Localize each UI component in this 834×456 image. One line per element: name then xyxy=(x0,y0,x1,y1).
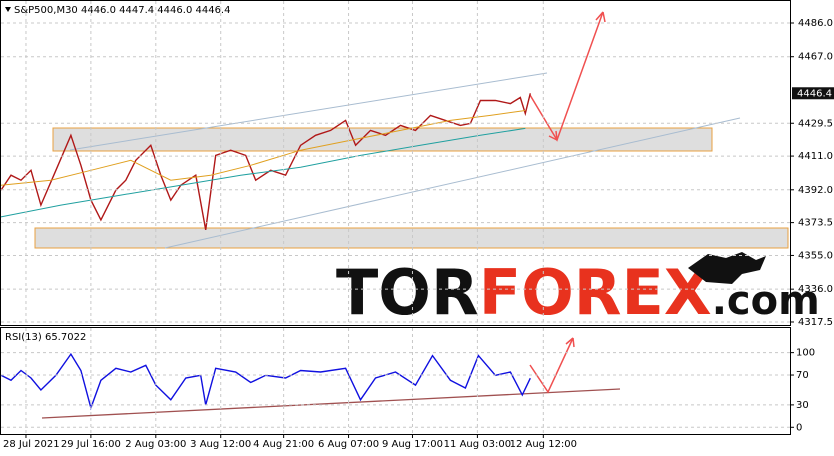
series-line xyxy=(0,352,531,411)
y-tick-label: 4486.0 xyxy=(798,18,833,29)
zone xyxy=(34,227,789,249)
y-tick-label: 30 xyxy=(796,400,809,411)
rsi-frame xyxy=(0,327,791,435)
rsi-title: RSI(13) 65.7022 xyxy=(5,332,86,343)
series-line xyxy=(0,93,531,231)
x-tick-label: 4 Aug 21:00 xyxy=(253,439,314,450)
forecast-arrow xyxy=(529,337,574,394)
y-tick-label: 70 xyxy=(796,370,809,381)
x-tick-label: 6 Aug 07:00 xyxy=(318,439,379,450)
y-tick-label: 4429.5 xyxy=(798,118,833,129)
trend-line xyxy=(41,388,621,419)
channel-line xyxy=(164,117,741,249)
y-tick-label: 4373.5 xyxy=(798,218,833,229)
chart-title: S&P500,M30 4446.0 4447.4 4446.0 4446.4 xyxy=(14,5,230,16)
menu-icon xyxy=(5,7,11,12)
y-tick-label: 4411.0 xyxy=(798,151,833,162)
x-tick-label: 28 Jul 2021 xyxy=(3,439,60,450)
x-tick-label: 9 Aug 17:00 xyxy=(382,439,443,450)
x-tick-label: 12 Aug 12:00 xyxy=(510,439,577,450)
y-tick-label: 4467.0 xyxy=(798,52,833,63)
x-tick-label: 2 Aug 03:00 xyxy=(125,439,186,450)
y-tick-label: 4317.5 xyxy=(798,317,833,328)
y-tick-label: 0 xyxy=(796,422,802,433)
watermark: TORFOREX.com xyxy=(336,256,820,329)
plot-frame xyxy=(0,0,791,326)
x-tick-label: 29 Jul 16:00 xyxy=(61,439,121,450)
x-tick-label: 3 Aug 12:00 xyxy=(190,439,251,450)
price-label-bg xyxy=(792,87,834,100)
zone xyxy=(52,127,713,152)
bull-icon xyxy=(688,252,766,284)
arrow-head xyxy=(565,337,575,348)
x-tick-label: 11 Aug 03:00 xyxy=(444,439,511,450)
y-tick-label: 4336.0 xyxy=(798,284,833,295)
y-tick-label: 4355.0 xyxy=(798,250,833,261)
y-tick-label: 100 xyxy=(796,348,815,359)
y-tick-label: 4392.0 xyxy=(798,185,833,196)
arrow-head xyxy=(548,11,606,141)
watermark-part: TOR xyxy=(336,256,479,329)
channel-line xyxy=(69,72,548,151)
watermark-part: FOREX xyxy=(479,256,712,329)
price-label: 4446.4 xyxy=(797,88,832,99)
watermark-part: .com xyxy=(712,278,820,324)
